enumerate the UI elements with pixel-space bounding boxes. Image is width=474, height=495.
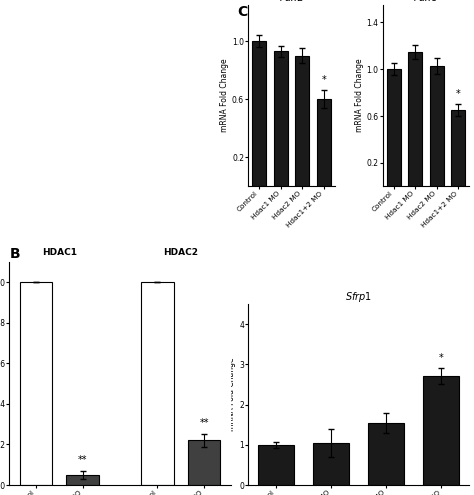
- Title: $\it{Sfrp1}$: $\it{Sfrp1}$: [345, 290, 372, 304]
- Bar: [19, 282, 52, 485]
- Bar: [295, 55, 310, 186]
- Bar: [258, 445, 294, 485]
- Text: B: B: [9, 248, 20, 261]
- Bar: [408, 51, 422, 186]
- Text: *: *: [321, 75, 326, 85]
- Bar: [386, 69, 401, 186]
- Text: **: **: [78, 455, 87, 465]
- Bar: [274, 51, 288, 186]
- Text: *: *: [456, 89, 461, 99]
- Title: $\it{Pax2}$: $\it{Pax2}$: [279, 0, 304, 3]
- Text: HDAC2: HDAC2: [163, 248, 198, 257]
- Title: $\it{Pax8}$: $\it{Pax8}$: [413, 0, 438, 3]
- Text: *: *: [439, 353, 444, 363]
- Y-axis label: mRNA Fold Change: mRNA Fold Change: [228, 358, 237, 431]
- Bar: [313, 443, 349, 485]
- Y-axis label: mRNA Fold Change: mRNA Fold Change: [355, 59, 364, 132]
- Text: HDAC1: HDAC1: [42, 248, 77, 257]
- Bar: [252, 41, 266, 186]
- Bar: [430, 66, 444, 186]
- Y-axis label: mRNA Fold Change: mRNA Fold Change: [220, 59, 229, 132]
- Bar: [317, 99, 331, 186]
- Text: **: **: [200, 418, 209, 428]
- Bar: [66, 475, 99, 485]
- Bar: [423, 376, 459, 485]
- Bar: [141, 282, 174, 485]
- Bar: [451, 110, 465, 186]
- Text: C: C: [237, 5, 247, 19]
- Bar: [188, 441, 220, 485]
- Bar: [368, 423, 404, 485]
